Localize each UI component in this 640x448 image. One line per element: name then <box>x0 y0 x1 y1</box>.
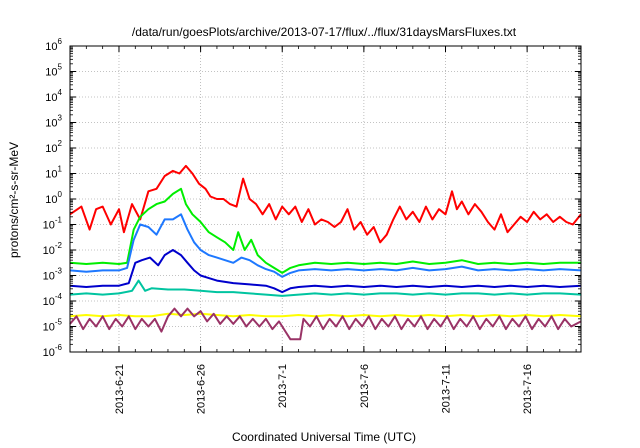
series-line-4 <box>69 249 582 294</box>
x-tick-label: 2013-6-21 <box>114 364 126 414</box>
y-tick-label: 106 <box>45 37 62 53</box>
series-line-7 <box>69 307 582 341</box>
y-tick-label: 10-6 <box>43 343 63 359</box>
y-tick-label: 100 <box>45 190 62 206</box>
chart-series <box>69 164 582 341</box>
chart-ticks: 10-6 10-5 10-4 10-3 10-2 10-1 100 101 102 103 104 1… <box>43 37 581 414</box>
x-tick-label: 2013-6-26 <box>196 364 208 414</box>
y-tick-label: 10-2 <box>43 241 63 257</box>
series-line-6 <box>69 312 582 318</box>
x-tick-label: 2013-7-16 <box>522 364 534 414</box>
series-line-5 <box>69 279 582 297</box>
y-tick-label: 103 <box>45 114 62 130</box>
y-tick-label: 10-4 <box>43 292 63 308</box>
y-tick-label: 10-3 <box>43 267 63 283</box>
y-tick-label: 104 <box>45 88 62 104</box>
series-line-2 <box>69 187 581 274</box>
series-line-3 <box>69 213 582 278</box>
chart-title: /data/run/goesPlots/archive/2013-07-17/f… <box>132 25 517 39</box>
x-axis-title: Coordinated Universal Time (UTC) <box>232 430 416 444</box>
y-tick-label: 10-5 <box>43 318 63 334</box>
y-tick-label: 10-1 <box>43 216 63 232</box>
chart-grid <box>70 46 581 352</box>
y-axis-title: protons/cm²-s-sr-MeV <box>7 142 21 258</box>
y-tick-label: 101 <box>45 165 62 181</box>
y-tick-label: 105 <box>45 63 62 79</box>
x-tick-label: 2013-7-6 <box>359 364 371 408</box>
x-tick-label: 2013-7-1 <box>277 364 289 408</box>
series-line-1 <box>69 164 582 244</box>
y-tick-label: 102 <box>45 139 62 155</box>
x-tick-label: 2013-7-11 <box>440 364 452 413</box>
